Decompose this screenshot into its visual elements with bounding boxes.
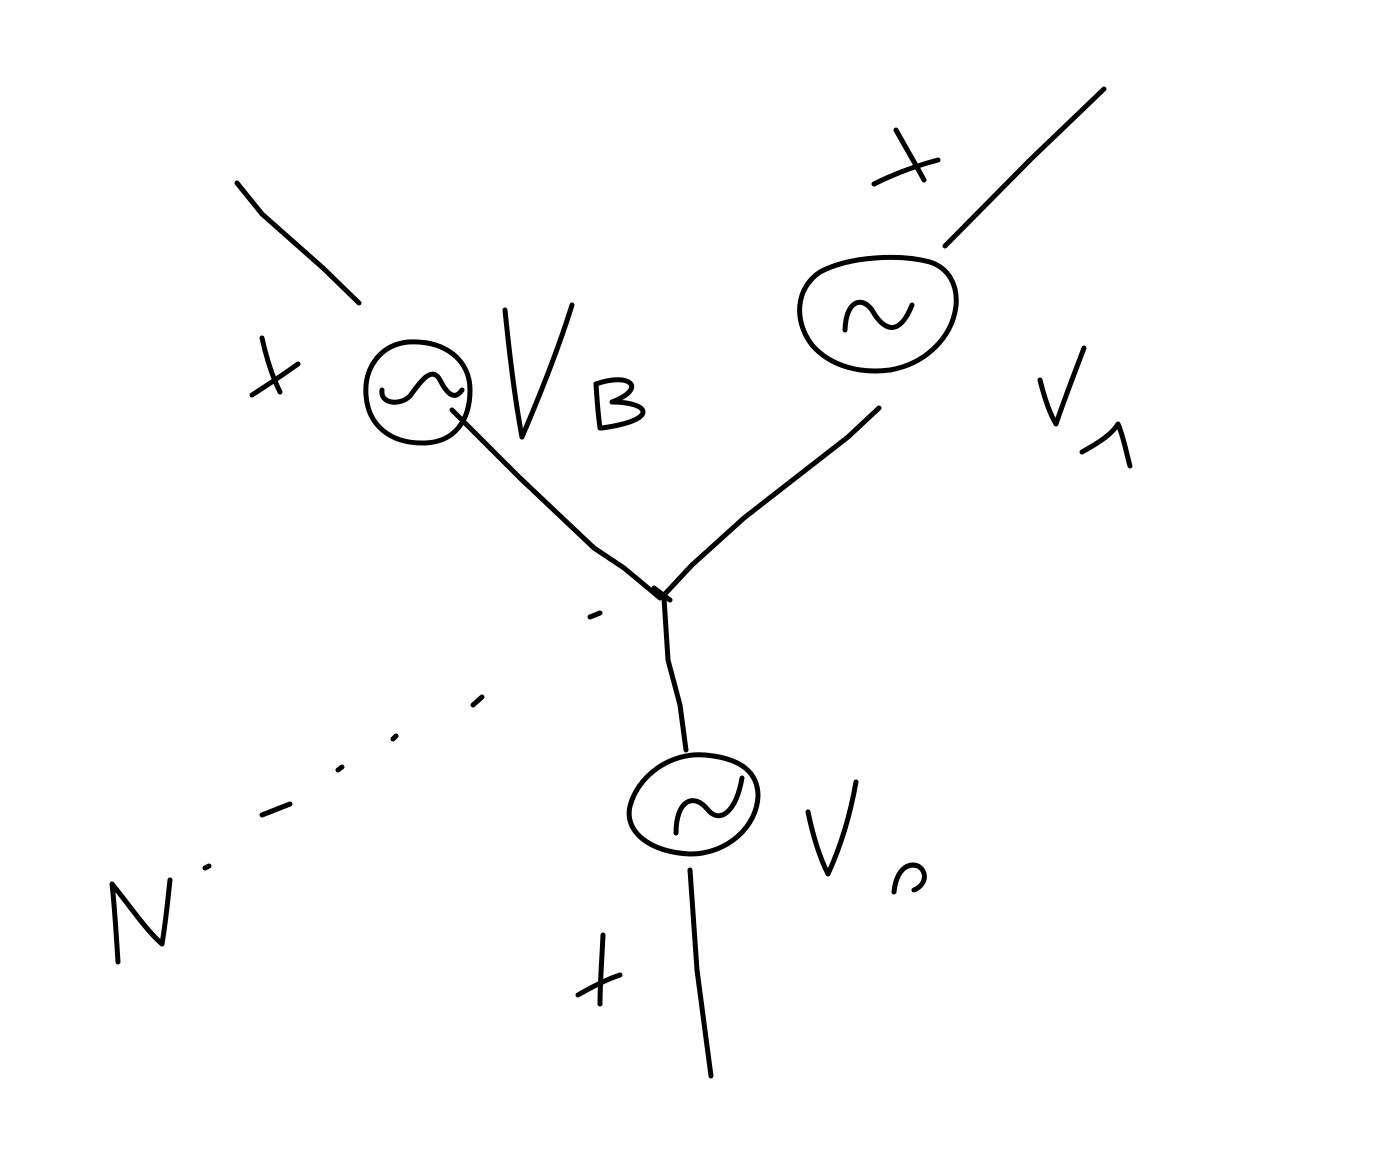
wire-b-inner — [449, 407, 663, 601]
source-c-label: VC — [808, 855, 836, 879]
source-b-circle — [363, 339, 473, 446]
ac-source-icon — [797, 254, 959, 374]
wire-a-outer — [942, 86, 1107, 249]
neutral-dotted-line — [202, 610, 603, 871]
source-b-sine-icon — [379, 371, 465, 405]
source-a-circle — [797, 254, 959, 374]
source-c-polarity: + — [590, 981, 607, 1005]
wire-b-outer — [234, 180, 362, 306]
neutral-point — [651, 585, 673, 603]
source-c-circle — [626, 752, 761, 857]
source-a-polarity: + — [896, 161, 913, 185]
label-n-drawing — [109, 877, 173, 965]
source-b-label: VB — [505, 418, 532, 442]
ac-source-icon — [626, 752, 761, 857]
source-a-label: VA — [1040, 421, 1066, 445]
plus-icon — [575, 932, 623, 1007]
source-b-polarity: + — [262, 373, 279, 397]
ac-source-icon — [363, 339, 473, 446]
plus-icon — [249, 335, 301, 398]
label-va-drawing — [1037, 345, 1133, 469]
source-a-sine-icon — [842, 299, 915, 333]
wire-c-inner — [661, 595, 689, 753]
wire-a-inner — [661, 405, 882, 598]
label-vb-drawing — [502, 302, 646, 440]
wire-c-outer — [687, 867, 714, 1079]
neutral-label: N — [112, 943, 127, 967]
plus-icon — [871, 127, 941, 187]
source-c-sine-icon — [673, 775, 745, 836]
label-vc-drawing — [805, 779, 927, 895]
